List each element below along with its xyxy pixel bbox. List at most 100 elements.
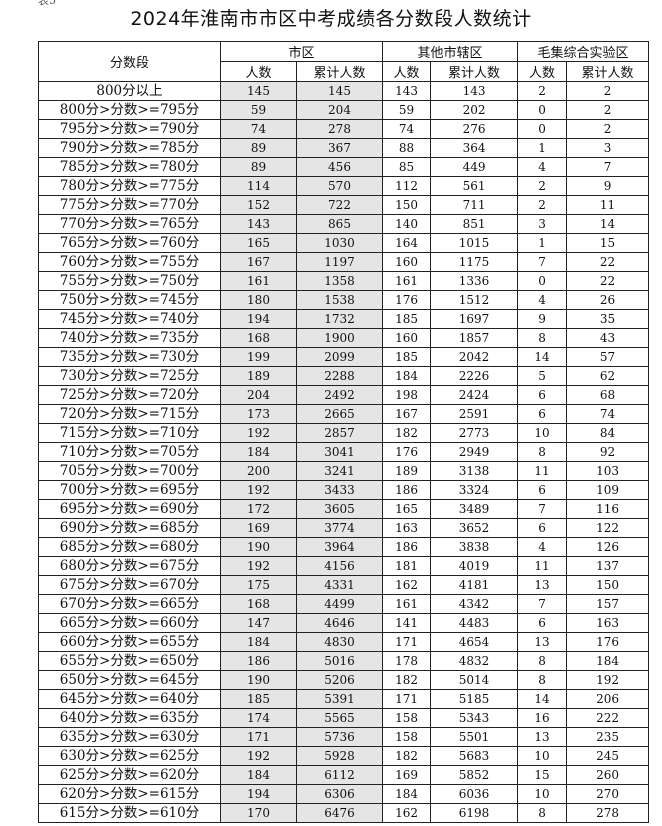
other-count-cell: 162 <box>382 803 432 823</box>
maoji-cumulative-cell: 126 <box>566 537 650 557</box>
maoji-cumulative-cell: 74 <box>566 404 650 424</box>
urban-count-cell: 194 <box>220 784 297 804</box>
other-count-cell: 150 <box>382 195 432 215</box>
maoji-count-cell: 5 <box>517 366 568 386</box>
maoji-count-cell: 2 <box>517 195 568 215</box>
score-band-cell: 755分>分数>=750分 <box>38 271 221 291</box>
maoji-count-cell: 3 <box>517 214 568 234</box>
maoji-count-cell: 11 <box>517 461 568 481</box>
other-cumulative-cell: 5501 <box>430 727 519 747</box>
urban-cumulative-cell: 145 <box>295 81 384 101</box>
other-cumulative-cell: 5185 <box>430 689 519 709</box>
urban-count-cell: 169 <box>220 518 297 538</box>
table-row: 680分>分数>=675分 192 4156 181 4019 11 137 <box>38 556 650 576</box>
table-row: 720分>分数>=715分 173 2665 167 2591 6 74 <box>38 404 650 424</box>
maoji-cumulative-cell: 116 <box>566 499 650 519</box>
urban-count-cell: 185 <box>220 689 297 709</box>
maoji-count-cell: 13 <box>517 727 568 747</box>
urban-cumulative-cell: 2288 <box>295 366 384 386</box>
table-row: 730分>分数>=725分 189 2288 184 2226 5 62 <box>38 366 650 386</box>
table-row: 750分>分数>=745分 180 1538 176 1512 4 26 <box>38 290 650 310</box>
maoji-count-cell: 8 <box>517 442 568 462</box>
other-count-cell: 167 <box>382 404 432 424</box>
maoji-count-cell: 7 <box>517 252 568 272</box>
other-cumulative-cell: 364 <box>430 138 519 158</box>
other-cumulative-cell: 3652 <box>430 518 519 538</box>
urban-count-cell: 59 <box>220 100 297 120</box>
score-band-cell: 800分以上 <box>38 81 221 101</box>
maoji-count-cell: 1 <box>517 138 568 158</box>
urban-count-cell: 184 <box>220 442 297 462</box>
urban-count-cell: 180 <box>220 290 297 310</box>
maoji-cumulative-cell: 2 <box>566 81 650 101</box>
maoji-count-cell: 14 <box>517 689 568 709</box>
header-count: 人数 <box>382 61 432 82</box>
header-count: 人数 <box>517 61 568 82</box>
urban-cumulative-cell: 2492 <box>295 385 384 405</box>
other-cumulative-cell: 276 <box>430 119 519 139</box>
table-row: 695分>分数>=690分 172 3605 165 3489 7 116 <box>38 499 650 519</box>
table-row: 640分>分数>=635分 174 5565 158 5343 16 222 <box>38 708 650 728</box>
score-band-cell: 780分>分数>=775分 <box>38 176 221 196</box>
score-band-cell: 770分>分数>=765分 <box>38 214 221 234</box>
other-count-cell: 112 <box>382 176 432 196</box>
score-band-cell: 735分>分数>=730分 <box>38 347 221 367</box>
other-count-cell: 158 <box>382 708 432 728</box>
maoji-cumulative-cell: 35 <box>566 309 650 329</box>
maoji-cumulative-cell: 7 <box>566 157 650 177</box>
maoji-count-cell: 4 <box>517 537 568 557</box>
urban-cumulative-cell: 4499 <box>295 594 384 614</box>
other-count-cell: 171 <box>382 632 432 652</box>
maoji-cumulative-cell: 84 <box>566 423 650 443</box>
table-row: 715分>分数>=710分 192 2857 182 2773 10 84 <box>38 423 650 443</box>
urban-cumulative-cell: 3964 <box>295 537 384 557</box>
maoji-count-cell: 13 <box>517 575 568 595</box>
score-band-cell: 640分>分数>=635分 <box>38 708 221 728</box>
other-cumulative-cell: 1336 <box>430 271 519 291</box>
other-cumulative-cell: 561 <box>430 176 519 196</box>
urban-count-cell: 74 <box>220 119 297 139</box>
score-band-cell: 635分>分数>=630分 <box>38 727 221 747</box>
urban-cumulative-cell: 5928 <box>295 746 384 766</box>
table-row: 785分>分数>=780分 89 456 85 449 4 7 <box>38 157 650 177</box>
maoji-count-cell: 7 <box>517 594 568 614</box>
other-count-cell: 140 <box>382 214 432 234</box>
urban-cumulative-cell: 3774 <box>295 518 384 538</box>
score-band-cell: 775分>分数>=770分 <box>38 195 221 215</box>
other-cumulative-cell: 449 <box>430 157 519 177</box>
other-cumulative-cell: 3324 <box>430 480 519 500</box>
maoji-count-cell: 6 <box>517 404 568 424</box>
header-group-maoji: 毛集综合实验区 <box>517 41 650 62</box>
maoji-count-cell: 6 <box>517 480 568 500</box>
other-count-cell: 161 <box>382 594 432 614</box>
maoji-count-cell: 1 <box>517 233 568 253</box>
other-cumulative-cell: 2226 <box>430 366 519 386</box>
urban-count-cell: 190 <box>220 537 297 557</box>
other-cumulative-cell: 711 <box>430 195 519 215</box>
maoji-cumulative-cell: 184 <box>566 651 650 671</box>
table-row: 665分>分数>=660分 147 4646 141 4483 6 163 <box>38 613 650 633</box>
other-count-cell: 182 <box>382 746 432 766</box>
other-count-cell: 184 <box>382 784 432 804</box>
urban-cumulative-cell: 5565 <box>295 708 384 728</box>
header-score-band: 分数段 <box>38 41 221 82</box>
urban-cumulative-cell: 2099 <box>295 347 384 367</box>
urban-count-cell: 174 <box>220 708 297 728</box>
maoji-cumulative-cell: 9 <box>566 176 650 196</box>
urban-cumulative-cell: 278 <box>295 119 384 139</box>
score-band-cell: 645分>分数>=640分 <box>38 689 221 709</box>
table-row: 620分>分数>=615分 194 6306 184 6036 10 270 <box>38 784 650 804</box>
urban-cumulative-cell: 3241 <box>295 461 384 481</box>
other-cumulative-cell: 4342 <box>430 594 519 614</box>
maoji-cumulative-cell: 235 <box>566 727 650 747</box>
score-band-cell: 800分>分数>=795分 <box>38 100 221 120</box>
other-cumulative-cell: 3838 <box>430 537 519 557</box>
score-band-cell: 670分>分数>=665分 <box>38 594 221 614</box>
maoji-cumulative-cell: 176 <box>566 632 650 652</box>
other-cumulative-cell: 5014 <box>430 670 519 690</box>
maoji-cumulative-cell: 122 <box>566 518 650 538</box>
maoji-cumulative-cell: 270 <box>566 784 650 804</box>
score-band-cell: 665分>分数>=660分 <box>38 613 221 633</box>
maoji-cumulative-cell: 14 <box>566 214 650 234</box>
maoji-count-cell: 4 <box>517 157 568 177</box>
